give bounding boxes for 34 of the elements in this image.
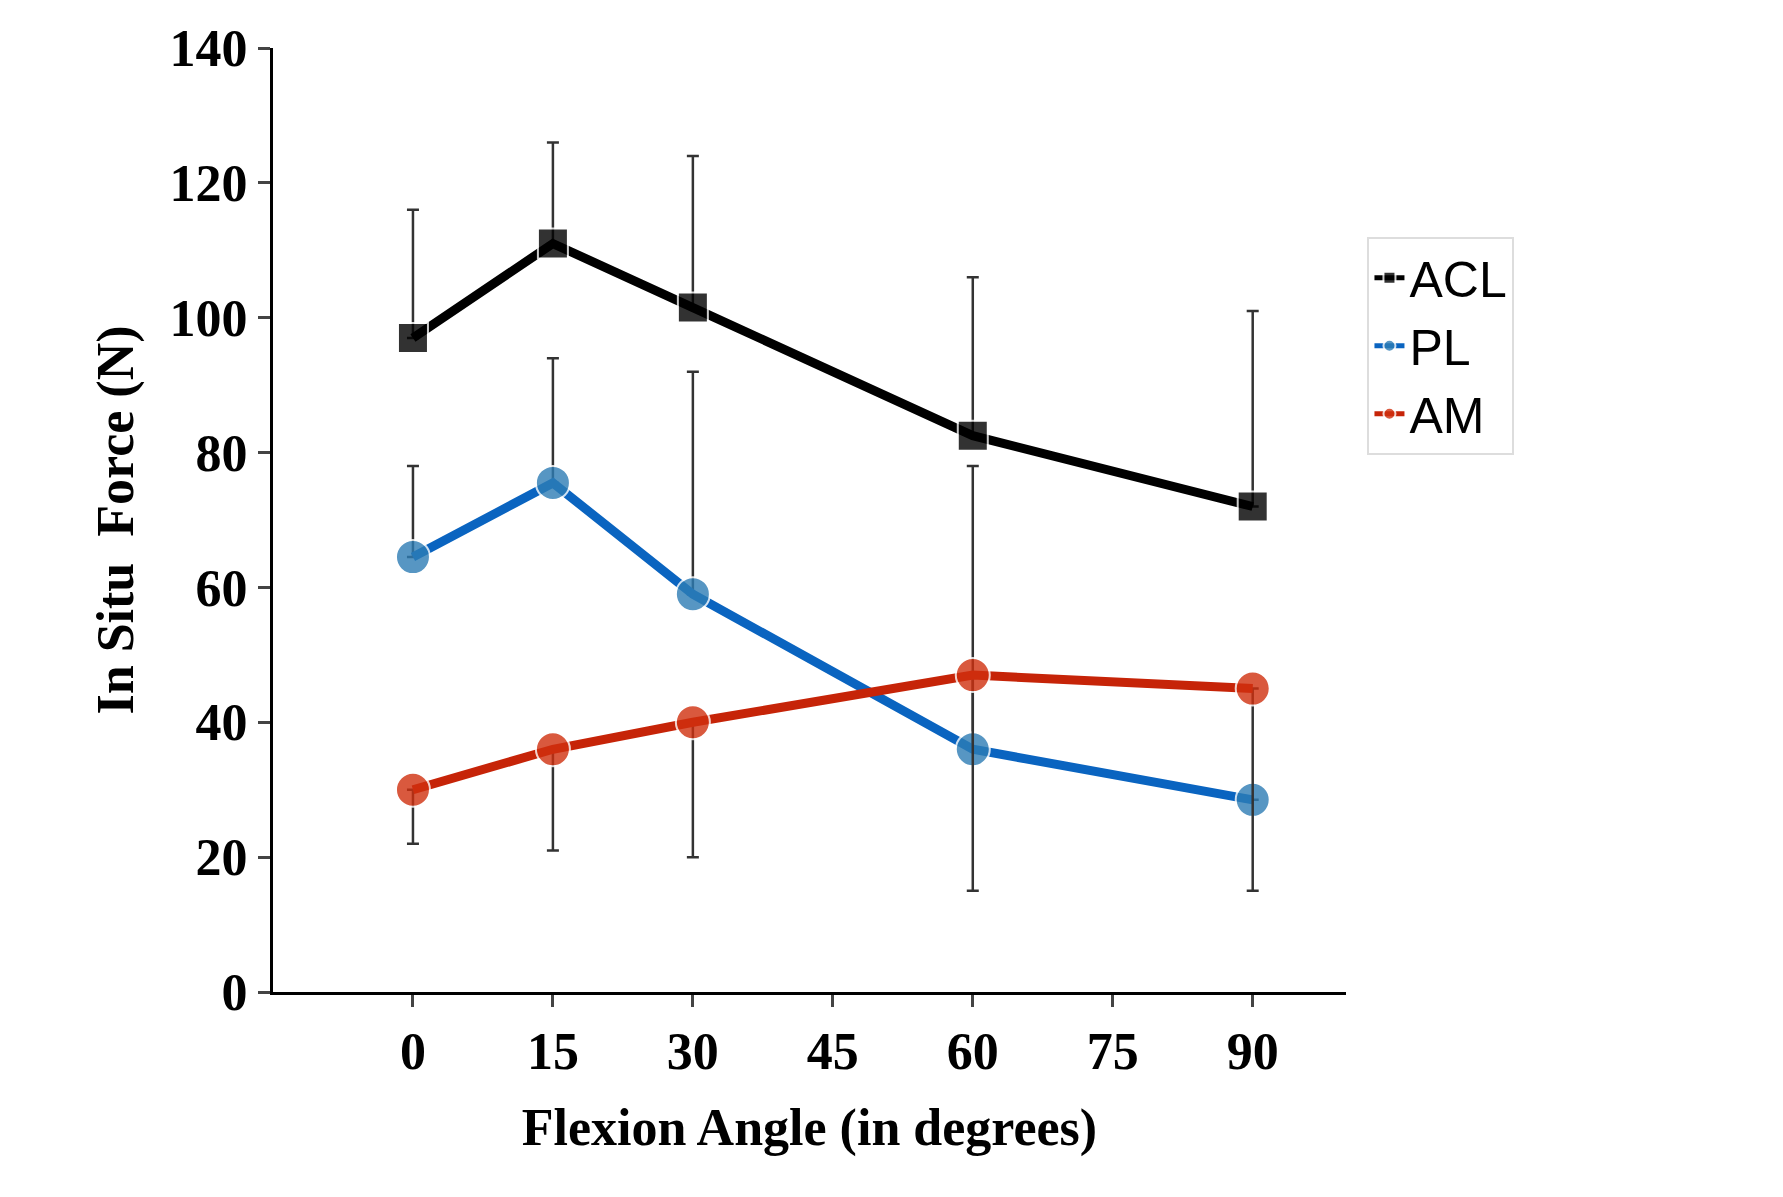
point [674,576,711,613]
x-tick-label: 75 [1086,1023,1139,1081]
point [394,771,431,808]
y-tick-label: 20 [195,829,248,887]
x-tick-label: 90 [1226,1023,1279,1081]
point [536,227,569,260]
point [394,539,431,576]
point [954,657,991,694]
point [674,704,711,741]
point [534,464,571,501]
legend-label: ACL [1409,252,1507,309]
y-tick-label: 100 [169,289,248,347]
x-tick-label: 0 [399,1023,426,1081]
y-tick-label: 60 [195,559,248,617]
point [1234,670,1271,707]
legend-label: AM [1409,388,1485,445]
x-axis-title: Flexion Angle (in degrees) [521,1099,1098,1158]
point [396,321,429,354]
y-axis-title: In Situ Force (N) [86,325,145,715]
y-tick-label: 120 [169,155,248,213]
point [1236,490,1269,523]
y-tick-label: 80 [195,424,248,482]
y-tick-label: 140 [169,20,248,78]
point [954,731,991,768]
legend-label: PL [1409,320,1471,377]
x-tick-label: 45 [806,1023,859,1081]
y-tick-label: 0 [221,964,248,1022]
x-tick-label: 60 [946,1023,999,1081]
point [534,731,571,768]
point [956,419,989,452]
x-tick-label: 15 [526,1023,579,1081]
point [676,291,709,324]
x-tick-label: 30 [666,1023,719,1081]
y-tick-label: 40 [195,694,248,752]
